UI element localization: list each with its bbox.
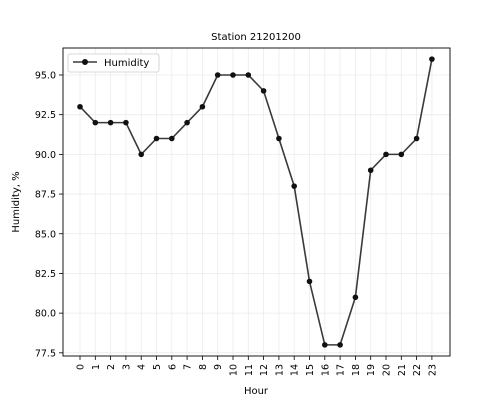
legend-frame (67, 53, 160, 73)
x-tick-label: 2 (106, 364, 117, 370)
series-line-humidity (79, 58, 433, 346)
x-tick-label: 14 (290, 364, 301, 376)
y-axis-label: Humidity, % (11, 171, 22, 232)
x-tick-label: 8 (198, 364, 209, 370)
data-point (107, 119, 114, 126)
x-tick-label: 3 (121, 364, 132, 370)
series-layer (77, 56, 435, 348)
x-tick-label: 16 (320, 364, 331, 376)
x-tick-label: 22 (412, 364, 423, 376)
data-point (337, 342, 343, 348)
x-tick-label: 21 (397, 364, 408, 376)
data-point (352, 294, 359, 301)
x-tick-label: 18 (351, 364, 362, 376)
data-point (214, 72, 221, 78)
data-point (77, 103, 83, 110)
x-tick-label: 19 (366, 364, 377, 376)
data-point (138, 151, 144, 158)
x-tick-label: 11 (244, 364, 255, 376)
data-point (184, 119, 190, 126)
legend-marker-swatch (82, 59, 88, 65)
data-point (322, 342, 328, 348)
x-tick-label: 12 (259, 364, 270, 376)
data-point (413, 135, 420, 142)
x-tick-label: 7 (183, 364, 194, 370)
data-point (245, 72, 252, 78)
y-tick-label: 85.0 (35, 229, 56, 240)
x-tick-label: 15 (305, 364, 316, 376)
x-tick-label: 4 (137, 364, 148, 370)
grid (63, 48, 450, 356)
data-point (429, 56, 435, 62)
legend: Humidity (67, 53, 160, 73)
data-point (260, 88, 267, 94)
data-point (153, 135, 160, 142)
data-point (367, 167, 374, 174)
y-tick-label: 77.5 (35, 348, 56, 359)
y-tick-label: 80.0 (35, 309, 56, 320)
y-tick-label: 82.5 (35, 269, 56, 280)
x-tick-label: 0 (76, 364, 87, 370)
data-point (398, 151, 405, 158)
plot-frame (62, 47, 451, 357)
data-point (383, 151, 389, 158)
x-tick-label: 6 (167, 364, 178, 370)
y-tick-label: 95.0 (35, 70, 56, 81)
x-tick-label: 9 (213, 364, 224, 370)
x-tick-label: 23 (427, 364, 438, 376)
x-tick-label: 10 (229, 364, 240, 376)
x-tick-label: 17 (336, 364, 347, 376)
axes: 0 1 2 3 4 5 6 7 8 9 10 11 12 13 14 15 16 17 18 19 20 21 22 2377… (35, 47, 451, 376)
x-tick-label: 20 (382, 364, 393, 376)
x-axis-label: Hour (244, 386, 269, 397)
data-point (276, 135, 282, 142)
data-point (199, 103, 206, 110)
data-point (123, 119, 129, 126)
legend-label-humidity: Humidity (104, 58, 149, 69)
y-tick-label: 92.5 (35, 110, 56, 121)
data-point (230, 72, 236, 78)
chart-title: Station 21201200 (211, 32, 301, 43)
data-point (291, 183, 298, 189)
data-point (169, 135, 175, 142)
y-tick-label: 87.5 (35, 190, 56, 201)
data-point (92, 119, 99, 126)
x-tick-label: 13 (274, 364, 285, 376)
x-tick-label: 1 (91, 364, 102, 370)
data-point (306, 278, 313, 285)
x-tick-label: 5 (152, 364, 163, 370)
y-tick-label: 90.0 (35, 150, 56, 161)
